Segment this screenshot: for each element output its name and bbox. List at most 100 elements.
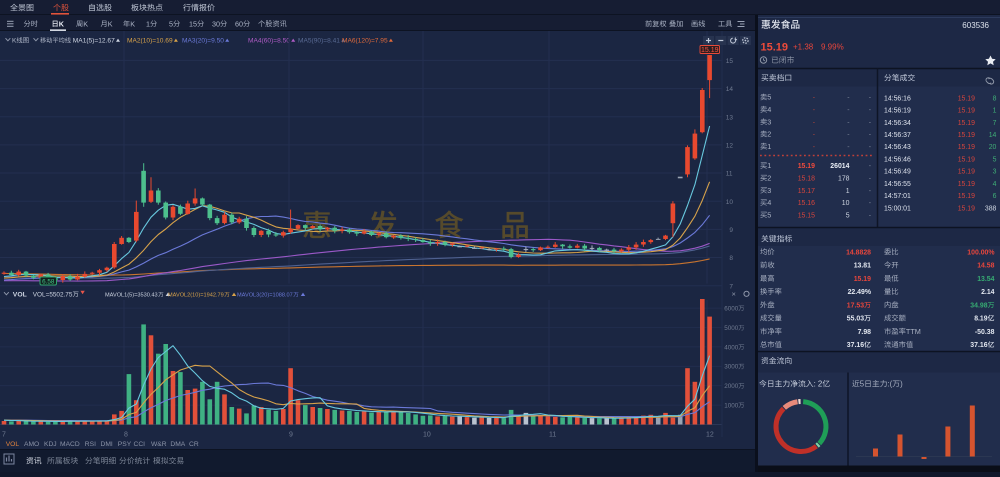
svg-text:8: 8 — [729, 255, 733, 262]
svg-text:TTM: TTM — [906, 327, 921, 336]
svg-text:2000: 2000 — [724, 383, 739, 390]
svg-text:3000: 3000 — [724, 364, 739, 371]
svg-text:10: 10 — [726, 199, 734, 206]
svg-text:-: - — [869, 188, 871, 195]
svg-text:-: - — [869, 144, 871, 151]
svg-text:4: 4 — [767, 105, 771, 114]
svg-text:DMI: DMI — [101, 441, 113, 448]
svg-text:-: - — [847, 95, 849, 102]
svg-text:3: 3 — [767, 117, 771, 126]
svg-text:MA1(5)=12.67: MA1(5)=12.67 — [73, 38, 115, 45]
svg-text:AMO: AMO — [24, 441, 39, 448]
svg-text:15.17: 15.17 — [798, 188, 815, 195]
svg-text:KDJ: KDJ — [44, 441, 57, 448]
svg-text:PSY: PSY — [118, 441, 132, 448]
svg-text:-: - — [869, 132, 871, 139]
svg-text:14: 14 — [726, 86, 734, 93]
svg-text:15.19: 15.19 — [958, 193, 975, 200]
svg-text:6: 6 — [993, 193, 997, 200]
svg-text:5: 5 — [993, 156, 997, 163]
svg-text:MACD: MACD — [60, 441, 80, 448]
svg-text:11: 11 — [726, 171, 733, 178]
svg-text:14:56:19: 14:56:19 — [884, 108, 911, 115]
svg-text:34.98: 34.98 — [970, 302, 987, 309]
svg-text:CCI: CCI — [134, 441, 146, 448]
svg-text:178: 178 — [838, 176, 850, 183]
svg-text:15.19: 15.19 — [958, 205, 975, 212]
svg-text:26014: 26014 — [830, 163, 849, 170]
svg-text:7.98: 7.98 — [858, 329, 872, 336]
svg-text:14:56:43: 14:56:43 — [884, 144, 911, 151]
svg-text:7: 7 — [729, 283, 733, 290]
svg-text:15.19: 15.19 — [958, 144, 975, 151]
svg-text:11: 11 — [549, 432, 556, 439]
svg-text:K: K — [108, 19, 113, 28]
svg-text:-50.38: -50.38 — [975, 329, 995, 336]
svg-text:14:56:46: 14:56:46 — [884, 156, 911, 163]
svg-text:-: - — [869, 163, 871, 170]
svg-text:603536: 603536 — [962, 21, 989, 30]
svg-text:5: 5 — [767, 93, 771, 102]
svg-text:15.15: 15.15 — [798, 212, 815, 219]
svg-text:2.14: 2.14 — [981, 289, 995, 296]
svg-text:17.53: 17.53 — [847, 302, 864, 309]
svg-text:7: 7 — [993, 120, 997, 127]
svg-text:55.03: 55.03 — [847, 316, 864, 323]
svg-text:: 2: : 2 — [814, 380, 823, 389]
svg-text:K: K — [130, 19, 135, 28]
svg-text:1: 1 — [846, 188, 850, 195]
svg-text:37.16: 37.16 — [847, 342, 864, 349]
svg-text:14: 14 — [989, 132, 997, 139]
svg-text:15.19: 15.19 — [958, 169, 975, 176]
svg-text:VOL: VOL — [13, 292, 27, 299]
svg-text:15.18: 15.18 — [798, 176, 815, 183]
svg-text:6.58: 6.58 — [42, 278, 55, 285]
svg-text:15.19: 15.19 — [958, 181, 975, 188]
svg-text:CR: CR — [189, 441, 199, 448]
svg-text::(: :( — [888, 380, 893, 389]
svg-text:+1.38: +1.38 — [793, 43, 814, 52]
svg-text:15.19: 15.19 — [701, 47, 719, 54]
svg-text:): ) — [900, 380, 903, 389]
svg-text:15.16: 15.16 — [798, 200, 815, 207]
svg-text:8.19: 8.19 — [974, 316, 988, 323]
svg-text:MA6(120)=7.95: MA6(120)=7.95 — [342, 38, 388, 45]
svg-text:15.19: 15.19 — [958, 95, 975, 102]
svg-text:MAVOL2(10)=1942.79: MAVOL2(10)=1942.79 — [168, 293, 224, 299]
svg-text:-: - — [869, 107, 871, 114]
svg-text:13.81: 13.81 — [854, 263, 871, 270]
svg-text:K: K — [59, 19, 65, 28]
svg-text:60: 60 — [235, 19, 243, 28]
svg-text:-: - — [869, 200, 871, 207]
svg-text:8: 8 — [124, 432, 128, 439]
svg-text:30: 30 — [212, 19, 220, 28]
svg-text:-: - — [813, 132, 815, 139]
svg-text:14:57:01: 14:57:01 — [884, 193, 911, 200]
svg-text:6000: 6000 — [724, 306, 739, 313]
svg-text:MA2(10)=10.69: MA2(10)=10.69 — [127, 38, 173, 45]
svg-text:14:56:34: 14:56:34 — [884, 120, 911, 127]
svg-text:12: 12 — [706, 432, 714, 439]
svg-text:15: 15 — [726, 58, 734, 65]
svg-text:13.54: 13.54 — [977, 276, 994, 283]
svg-text:MA3(20)=9.50: MA3(20)=9.50 — [182, 38, 224, 45]
svg-text:22.49%: 22.49% — [848, 289, 871, 296]
svg-text:-: - — [813, 95, 815, 102]
svg-text:-: - — [847, 107, 849, 114]
svg-text:1: 1 — [993, 108, 997, 115]
svg-text:-: - — [869, 212, 871, 219]
svg-text:3: 3 — [993, 169, 997, 176]
svg-text:MA4(60)=8.50: MA4(60)=8.50 — [248, 38, 290, 45]
svg-text:RSI: RSI — [85, 441, 96, 448]
svg-text:20: 20 — [989, 144, 997, 151]
svg-text:14:56:49: 14:56:49 — [884, 169, 911, 176]
svg-text:-: - — [847, 119, 849, 126]
svg-text:4: 4 — [767, 198, 771, 207]
svg-text:W&R: W&R — [151, 441, 167, 448]
svg-text:15: 15 — [189, 19, 197, 28]
svg-text:-: - — [813, 107, 815, 114]
svg-text:15.19: 15.19 — [798, 163, 815, 170]
svg-text:9.99%: 9.99% — [821, 43, 844, 52]
svg-text:4: 4 — [993, 181, 997, 188]
svg-text:7: 7 — [2, 432, 6, 439]
